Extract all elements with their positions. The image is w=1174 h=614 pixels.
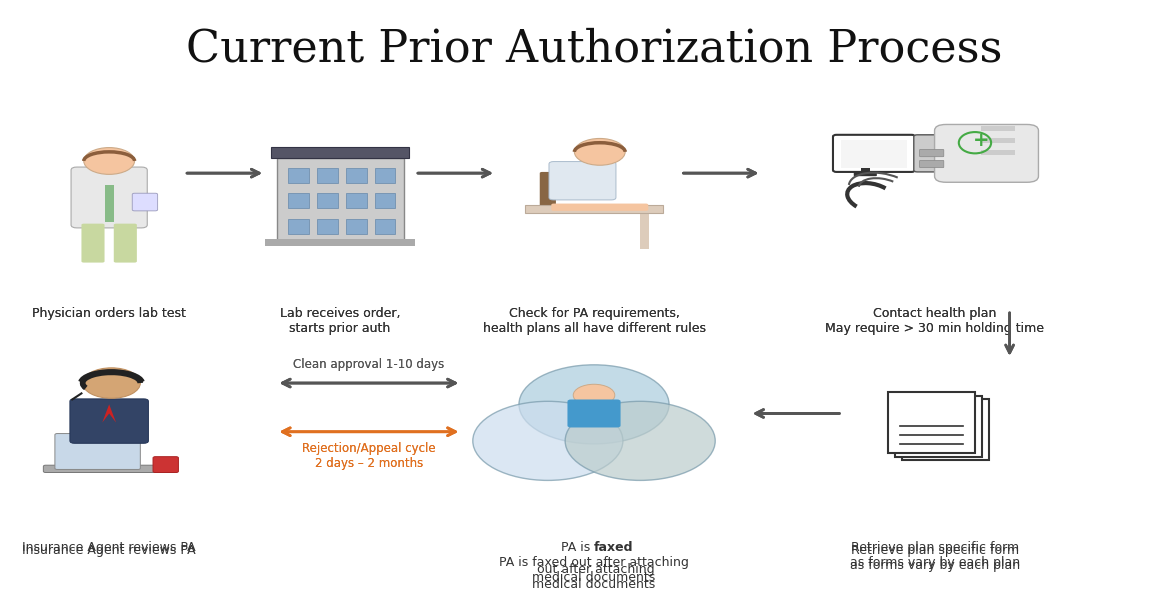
FancyBboxPatch shape (903, 400, 989, 460)
FancyBboxPatch shape (55, 433, 141, 470)
FancyBboxPatch shape (567, 400, 621, 427)
FancyBboxPatch shape (980, 150, 1016, 155)
FancyBboxPatch shape (265, 239, 416, 246)
Text: Physician orders lab test: Physician orders lab test (32, 307, 187, 320)
Bar (288, 168, 309, 183)
FancyBboxPatch shape (43, 465, 175, 473)
Text: Retrieve plan specific form
as forms vary by each plan: Retrieve plan specific form as forms var… (850, 544, 1020, 572)
Circle shape (83, 147, 135, 174)
FancyBboxPatch shape (549, 161, 616, 200)
FancyBboxPatch shape (277, 158, 404, 243)
FancyBboxPatch shape (861, 167, 870, 173)
Bar (375, 168, 396, 183)
Text: Physician orders lab test: Physician orders lab test (32, 307, 187, 320)
Text: out after attaching
medical documents: out after attaching medical documents (532, 562, 655, 591)
Text: Contact health plan
May require > 30 min holding time: Contact health plan May require > 30 min… (825, 307, 1044, 335)
FancyBboxPatch shape (81, 223, 104, 263)
Text: Check for PA requirements,
health plans all have different rules: Check for PA requirements, health plans … (483, 307, 706, 335)
Circle shape (574, 139, 626, 165)
FancyBboxPatch shape (853, 171, 877, 176)
Text: faxed: faxed (594, 542, 634, 554)
FancyBboxPatch shape (896, 396, 981, 457)
Text: Lab receives order,
starts prior auth: Lab receives order, starts prior auth (279, 307, 400, 335)
FancyBboxPatch shape (980, 126, 1016, 131)
FancyBboxPatch shape (913, 135, 950, 172)
Bar (346, 168, 366, 183)
FancyBboxPatch shape (70, 399, 148, 443)
FancyBboxPatch shape (834, 135, 915, 172)
Bar (346, 219, 366, 234)
FancyBboxPatch shape (114, 223, 137, 263)
Polygon shape (102, 405, 116, 422)
FancyBboxPatch shape (919, 160, 944, 168)
FancyBboxPatch shape (552, 204, 648, 211)
FancyBboxPatch shape (640, 211, 649, 249)
Text: +: + (973, 131, 990, 150)
Text: PA is faxed out after attaching
medical documents: PA is faxed out after attaching medical … (499, 556, 689, 585)
FancyBboxPatch shape (935, 125, 1039, 182)
Circle shape (82, 368, 141, 398)
Text: Retrieve plan specific form
as forms vary by each plan: Retrieve plan specific form as forms var… (850, 542, 1020, 569)
Text: Clean approval 1-10 days: Clean approval 1-10 days (294, 359, 445, 371)
Text: Insurance Agent reviews PA: Insurance Agent reviews PA (22, 542, 196, 554)
Bar (375, 219, 396, 234)
Bar (317, 219, 338, 234)
FancyBboxPatch shape (271, 147, 410, 158)
Text: Check for PA requirements,
health plans all have different rules: Check for PA requirements, health plans … (483, 307, 706, 335)
Text: Rejection/Appeal cycle
2 days – 2 months: Rejection/Appeal cycle 2 days – 2 months (302, 442, 436, 470)
FancyBboxPatch shape (104, 185, 114, 222)
Text: PA is: PA is (561, 542, 594, 554)
Circle shape (565, 402, 715, 480)
Bar (346, 193, 366, 208)
Bar (288, 219, 309, 234)
FancyBboxPatch shape (841, 140, 906, 168)
Text: Contact health plan
May require > 30 min holding time: Contact health plan May require > 30 min… (825, 307, 1044, 335)
FancyBboxPatch shape (133, 193, 157, 211)
Bar (288, 193, 309, 208)
Bar (317, 168, 338, 183)
Text: Rejection/Appeal cycle
2 days – 2 months: Rejection/Appeal cycle 2 days – 2 months (302, 442, 436, 470)
Text: Current Prior Authorization Process: Current Prior Authorization Process (185, 27, 1003, 70)
FancyBboxPatch shape (153, 457, 178, 473)
FancyBboxPatch shape (919, 149, 944, 157)
Circle shape (573, 384, 615, 406)
Text: Insurance Agent reviews PA: Insurance Agent reviews PA (22, 544, 196, 558)
Bar (375, 193, 396, 208)
Bar (317, 193, 338, 208)
FancyBboxPatch shape (980, 138, 1016, 142)
FancyBboxPatch shape (72, 167, 147, 228)
FancyBboxPatch shape (525, 206, 663, 212)
FancyBboxPatch shape (540, 172, 556, 211)
Text: Clean approval 1-10 days: Clean approval 1-10 days (294, 359, 445, 371)
FancyBboxPatch shape (889, 392, 974, 453)
Text: Lab receives order,
starts prior auth: Lab receives order, starts prior auth (279, 307, 400, 335)
Circle shape (473, 402, 623, 480)
Circle shape (519, 365, 669, 444)
